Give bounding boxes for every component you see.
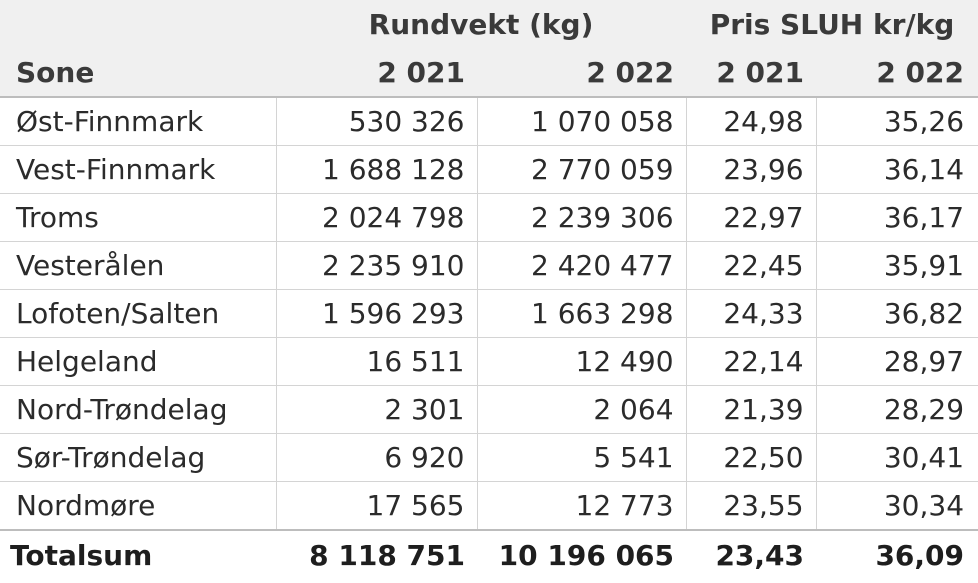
total-price-2021: 23,43 <box>686 529 817 579</box>
zone-cell: Vest-Finnmark <box>0 145 276 194</box>
table-header: Rundvekt (kg) Pris SLUH kr/kg Sone 2 021… <box>0 0 978 98</box>
weight-2022-cell: 1 663 298 <box>476 289 687 338</box>
price-2022-cell: 30,41 <box>815 433 978 482</box>
price-2021-cell: 24,33 <box>685 289 817 338</box>
price-2021-cell: 22,45 <box>685 241 817 290</box>
price-2022-cell: 36,82 <box>815 289 978 338</box>
price-2021-cell: 22,97 <box>685 193 817 242</box>
table-row: Vest-Finnmark 1 688 128 2 770 059 23,96 36,1… <box>0 145 978 194</box>
price-2022-cell: 28,97 <box>815 337 978 386</box>
group-header-weight: Rundvekt (kg) <box>276 0 687 48</box>
weight-2021-cell: 2 024 798 <box>275 193 477 242</box>
table-row: Helgeland 16 511 12 490 22,14 28,97 <box>0 337 978 386</box>
table-row: Nord-Trøndelag 2 301 2 064 21,39 28,29 <box>0 385 978 434</box>
weight-2022-cell: 12 773 <box>476 481 687 531</box>
column-header-weight-2021: 2 021 <box>276 48 477 98</box>
zone-cell: Øst-Finnmark <box>0 97 276 146</box>
weight-2022-cell: 1 070 058 <box>476 97 687 146</box>
price-2022-cell: 28,29 <box>815 385 978 434</box>
column-header-price-2021: 2 021 <box>686 48 817 98</box>
weight-2021-cell: 6 920 <box>275 433 477 482</box>
weight-2021-cell: 2 235 910 <box>275 241 477 290</box>
price-2021-cell: 23,96 <box>685 145 817 194</box>
total-row: Totalsum 8 118 751 10 196 065 23,43 36,0… <box>0 529 978 579</box>
group-header-row: Rundvekt (kg) Pris SLUH kr/kg <box>0 0 978 48</box>
group-header-empty <box>0 0 276 48</box>
total-weight-2021: 8 118 751 <box>276 529 477 579</box>
weight-2021-cell: 1 688 128 <box>275 145 477 194</box>
table-row: Sør-Trøndelag 6 920 5 541 22,50 30,41 <box>0 433 978 482</box>
weight-2021-cell: 2 301 <box>275 385 477 434</box>
weight-2022-cell: 2 770 059 <box>476 145 687 194</box>
price-2022-cell: 36,17 <box>815 193 978 242</box>
weight-2021-cell: 16 511 <box>275 337 477 386</box>
weight-2022-cell: 5 541 <box>476 433 687 482</box>
table-footer: Totalsum 8 118 751 10 196 065 23,43 36,0… <box>0 529 978 579</box>
weight-2022-cell: 2 064 <box>476 385 687 434</box>
zone-cell: Troms <box>0 193 276 242</box>
table-row: Vesterålen 2 235 910 2 420 477 22,45 35,91 <box>0 241 978 290</box>
zone-cell: Lofoten/Salten <box>0 289 276 338</box>
total-price-2022: 36,09 <box>816 529 978 579</box>
table-body: Øst-Finnmark 530 326 1 070 058 24,98 35,26 Ve… <box>0 97 978 531</box>
weight-2021-cell: 530 326 <box>275 97 477 146</box>
price-2022-cell: 35,91 <box>815 241 978 290</box>
weight-2021-cell: 17 565 <box>275 481 477 531</box>
price-2021-cell: 21,39 <box>685 385 817 434</box>
table-row: Troms 2 024 798 2 239 306 22,97 36,17 <box>0 193 978 242</box>
column-header-weight-2022: 2 022 <box>477 48 687 98</box>
column-header-row: Sone 2 021 2 022 2 021 2 022 <box>0 48 978 98</box>
price-2022-cell: 30,34 <box>815 481 978 531</box>
group-header-price: Pris SLUH kr/kg <box>686 0 978 48</box>
zone-cell: Vesterålen <box>0 241 276 290</box>
zone-cell: Sør-Trøndelag <box>0 433 276 482</box>
zone-cell: Nord-Trøndelag <box>0 385 276 434</box>
total-label: Totalsum <box>0 529 276 579</box>
weight-2022-cell: 2 420 477 <box>476 241 687 290</box>
weight-2022-cell: 12 490 <box>476 337 687 386</box>
zone-cell: Helgeland <box>0 337 276 386</box>
weight-2021-cell: 1 596 293 <box>275 289 477 338</box>
column-header-price-2022: 2 022 <box>816 48 978 98</box>
price-2022-cell: 35,26 <box>815 97 978 146</box>
weight-2022-cell: 2 239 306 <box>476 193 687 242</box>
zone-cell: Nordmøre <box>0 481 276 531</box>
price-2021-cell: 22,50 <box>685 433 817 482</box>
table-row: Lofoten/Salten 1 596 293 1 663 298 24,33 36,… <box>0 289 978 338</box>
table-row: Øst-Finnmark 530 326 1 070 058 24,98 35,26 <box>0 97 978 146</box>
price-2021-cell: 24,98 <box>685 97 817 146</box>
price-2021-cell: 22,14 <box>685 337 817 386</box>
column-header-zone: Sone <box>0 48 276 98</box>
price-2022-cell: 36,14 <box>815 145 978 194</box>
price-2021-cell: 23,55 <box>685 481 817 531</box>
table-row: Nordmøre 17 565 12 773 23,55 30,34 <box>0 481 978 531</box>
total-weight-2022: 10 196 065 <box>477 529 687 579</box>
